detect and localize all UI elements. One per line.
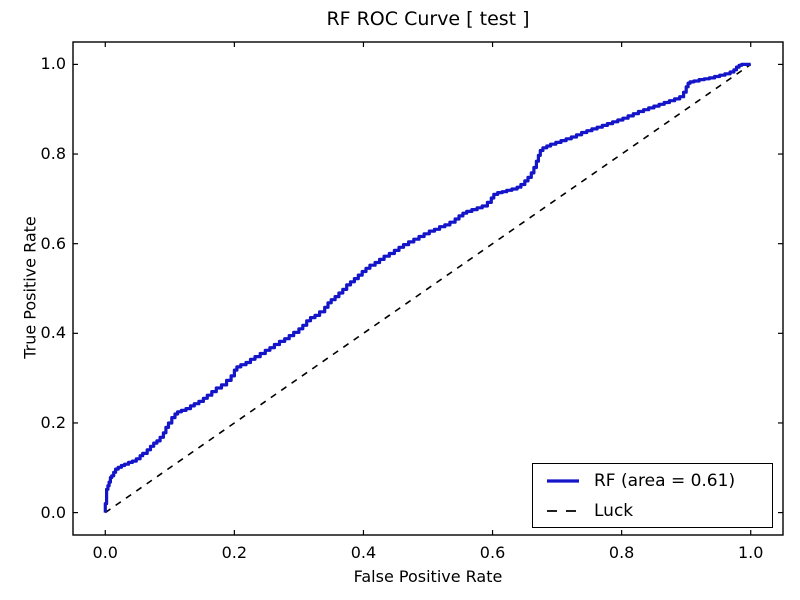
x-tick-label: 0.4 — [350, 543, 377, 562]
x-tick-label: 0.8 — [608, 543, 635, 562]
luck-dashed-sample-icon — [547, 509, 579, 512]
legend: RF (area = 0.61) Luck — [532, 463, 773, 528]
roc-curve-rf — [103, 62, 751, 513]
y-tick-label: 0.0 — [40, 502, 66, 522]
legend-entry-luck: Luck — [533, 498, 772, 524]
x-tick-label: 0.6 — [479, 543, 506, 562]
axes-frame — [72, 41, 784, 536]
luck-diagonal-line — [104, 63, 752, 514]
axis-ticks — [73, 42, 783, 535]
legend-label-rf: RF (area = 0.61) — [594, 470, 736, 491]
chart-title: RF ROC Curve [ test ] — [326, 8, 530, 30]
legend-entry-rf: RF (area = 0.61) — [533, 468, 772, 494]
y-axis-label: True Positive Rate — [20, 216, 40, 359]
x-axis-label: False Positive Rate — [353, 567, 503, 586]
y-tick-label: 1.0 — [40, 54, 66, 74]
y-tick-label: 0.6 — [40, 233, 66, 253]
legend-label-luck: Luck — [594, 500, 634, 521]
x-tick-label: 0.2 — [221, 543, 248, 562]
x-tick-label: 0.0 — [92, 543, 118, 562]
x-tick-label: 1.0 — [737, 543, 764, 562]
y-tick-label: 0.2 — [40, 412, 66, 432]
y-tick-label: 0.4 — [40, 323, 66, 343]
y-tick-label: 0.8 — [40, 144, 66, 164]
rf-line-sample-icon — [547, 478, 579, 483]
